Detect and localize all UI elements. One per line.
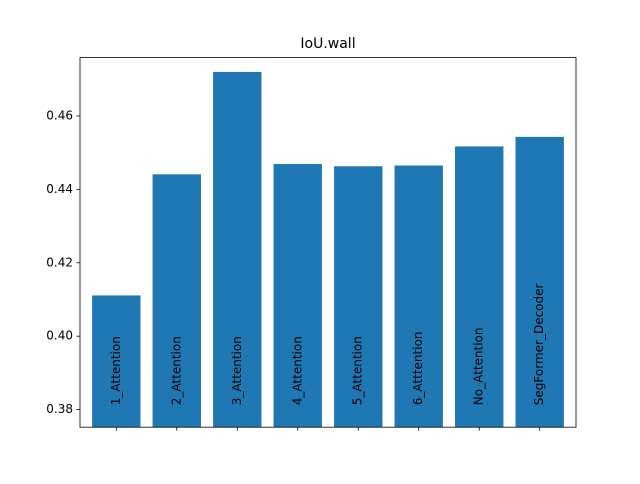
y-axis-ticks: 0.38 0.40 0.42 0.44 0.46 [46, 108, 80, 416]
bar-label-1-attention: 1_Attention [109, 336, 123, 405]
bar-4-attention [273, 164, 322, 428]
chart-title: IoU.wall [300, 36, 355, 52]
x-axis-ticks [115, 427, 541, 431]
y-tick-label-1: 0.40 [46, 329, 73, 343]
bar-6-atttention [394, 165, 443, 428]
y-tick-label-3: 0.44 [46, 182, 73, 196]
y-tick-label-0: 0.38 [46, 402, 73, 416]
bar-1-attention [92, 295, 141, 428]
bar-label-3-attention: 3_Attention [230, 336, 244, 405]
bar-2-attention [152, 174, 201, 428]
bar-no-attention [455, 146, 504, 428]
bar-5-attention [334, 166, 383, 428]
bar-label-no-attention: No_Attention [472, 327, 486, 405]
bar-label-6-atttention: 6_Atttention [411, 331, 425, 405]
bar-label-4-attention: 4_Attention [290, 336, 304, 405]
y-tick-label-2: 0.42 [46, 255, 73, 269]
bar-segformer-decoder [515, 136, 564, 428]
bar-labels: 1_Attention 2_Attention 3_Attention 4_Atten… [109, 283, 546, 405]
bar-label-segformer-decoder: SegFormer_Decoder [532, 283, 546, 405]
y-tick-label-4: 0.46 [46, 108, 73, 122]
plot-frame [79, 57, 577, 428]
bars [92, 71, 564, 428]
bar-3-attention [213, 71, 262, 428]
bar-label-5-attention: 5_Attention [351, 336, 365, 405]
bar-label-2-attention: 2_Attention [169, 336, 183, 405]
